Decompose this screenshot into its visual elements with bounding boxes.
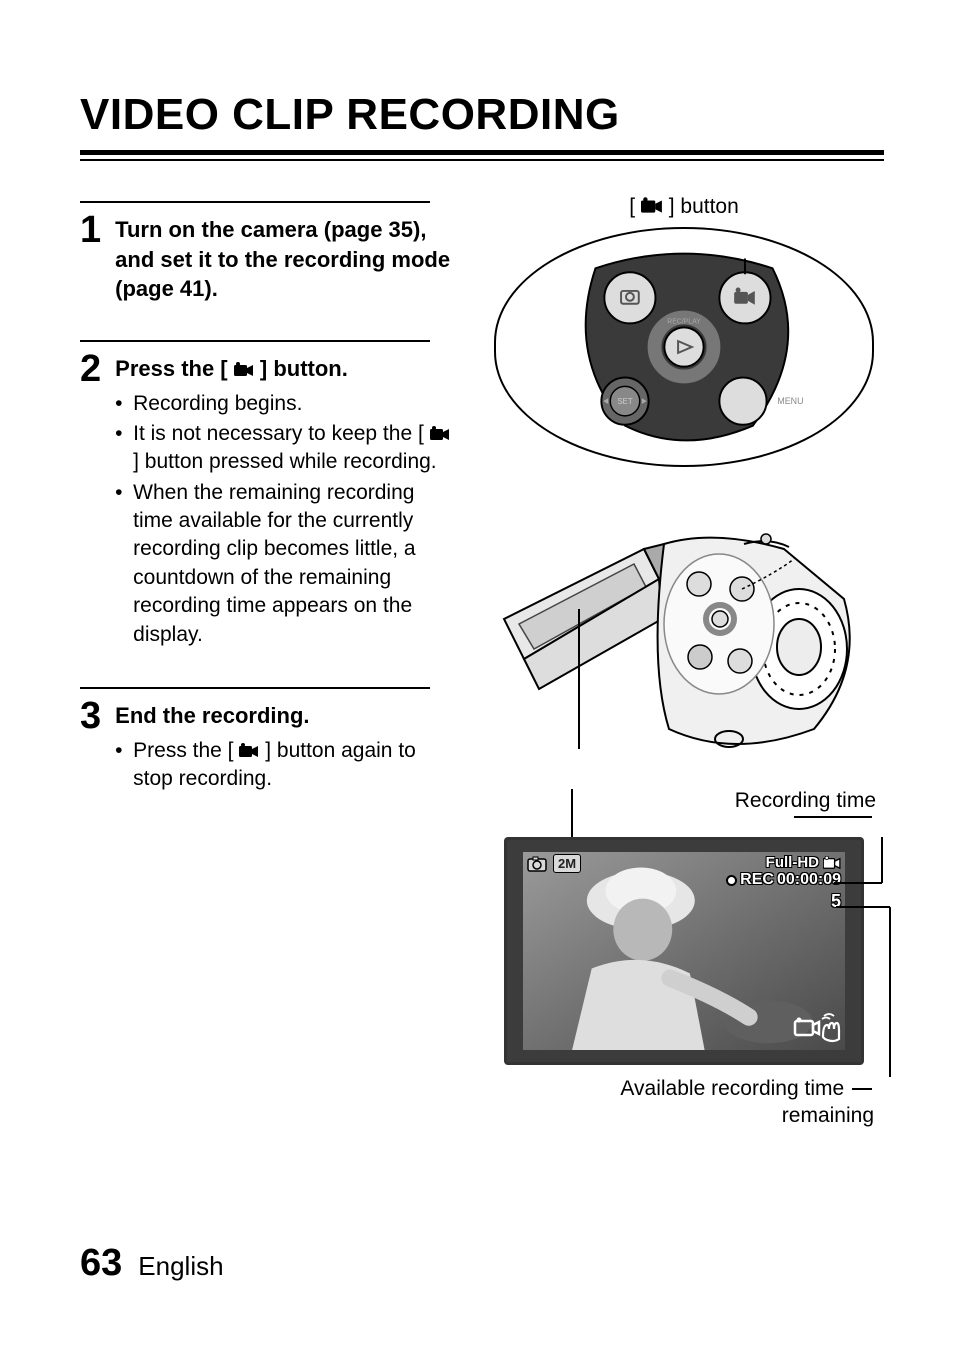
bullet: When the remaining recording time availa… bbox=[115, 479, 456, 649]
bullet: Recording begins. bbox=[115, 390, 456, 418]
step-title-text-a: Press the [ bbox=[115, 356, 228, 381]
resolution-badge: 2M bbox=[553, 854, 581, 873]
rec-dot-icon bbox=[726, 875, 737, 886]
rec-time: 00:00:09 bbox=[777, 871, 841, 889]
language-label: English bbox=[138, 1251, 223, 1282]
step-number: 3 bbox=[80, 697, 101, 735]
step-number: 1 bbox=[80, 211, 101, 249]
bullet: Press the [ ] button again to stop recor… bbox=[115, 737, 456, 794]
page-number: 63 bbox=[80, 1242, 122, 1285]
rec-play-label: REC/PLAY bbox=[667, 318, 701, 325]
lcd-screen-figure: 2M Full-HD REC00:00:09 5 bbox=[504, 837, 864, 1065]
step-1: 1 Turn on the camera (page 35), and set … bbox=[80, 201, 456, 304]
available-remaining-label: Available recording time remaining bbox=[484, 1075, 884, 1130]
video-mode-badge: Full-HD bbox=[766, 854, 819, 871]
control-panel-figure: REC/PLAY SET MENU bbox=[494, 227, 874, 467]
step-title: End the recording. bbox=[115, 701, 456, 731]
stabilizer-icon bbox=[793, 1013, 841, 1043]
video-icon bbox=[234, 362, 254, 378]
step-number: 2 bbox=[80, 350, 101, 388]
bullet-text-a: It is not necessary to keep the [ bbox=[133, 422, 424, 445]
step-title: Turn on the camera (page 35), and set it… bbox=[115, 215, 456, 304]
step-divider bbox=[80, 201, 430, 203]
steps-column: 1 Turn on the camera (page 35), and set … bbox=[80, 201, 456, 1130]
lcd-frame: 2M Full-HD REC00:00:09 5 bbox=[504, 837, 864, 1065]
step-divider bbox=[80, 340, 430, 342]
video-icon bbox=[239, 743, 259, 759]
title-rule-thick bbox=[80, 150, 884, 155]
step-title: Press the [ ] button. bbox=[115, 354, 456, 384]
label-bracket-close: ] button bbox=[669, 195, 739, 218]
rec-label: REC bbox=[740, 871, 774, 889]
bullet-text-b: ] button pressed while recording. bbox=[133, 450, 437, 473]
camera-figure bbox=[484, 489, 884, 789]
step-divider bbox=[80, 687, 430, 689]
step-title-text-b: ] button. bbox=[260, 356, 348, 381]
photo-mode-icon bbox=[527, 856, 547, 872]
step-2: 2 Press the [ ] button. Recording begins… bbox=[80, 340, 456, 651]
video-icon bbox=[641, 197, 663, 215]
video-icon bbox=[823, 856, 841, 870]
menu-label: MENU bbox=[777, 396, 803, 406]
step-3: 3 End the recording. Press the [ ] butto… bbox=[80, 687, 456, 795]
title-rule-thin bbox=[80, 159, 884, 161]
set-label: SET bbox=[617, 397, 632, 406]
figures-column: [ ] button bbox=[484, 201, 884, 1130]
bullet: It is not necessary to keep the [ ] butt… bbox=[115, 420, 456, 477]
button-label: [ ] button bbox=[484, 195, 884, 219]
available-remaining-line1: Available recording time bbox=[620, 1077, 844, 1100]
bullet-text-a: Press the [ bbox=[133, 739, 233, 762]
label-bracket-open: [ bbox=[629, 195, 635, 218]
remaining-time-value: 5 bbox=[726, 891, 841, 912]
page-title: VIDEO CLIP RECORDING bbox=[80, 90, 884, 140]
available-remaining-line2: remaining bbox=[782, 1104, 874, 1127]
video-icon bbox=[430, 426, 450, 442]
